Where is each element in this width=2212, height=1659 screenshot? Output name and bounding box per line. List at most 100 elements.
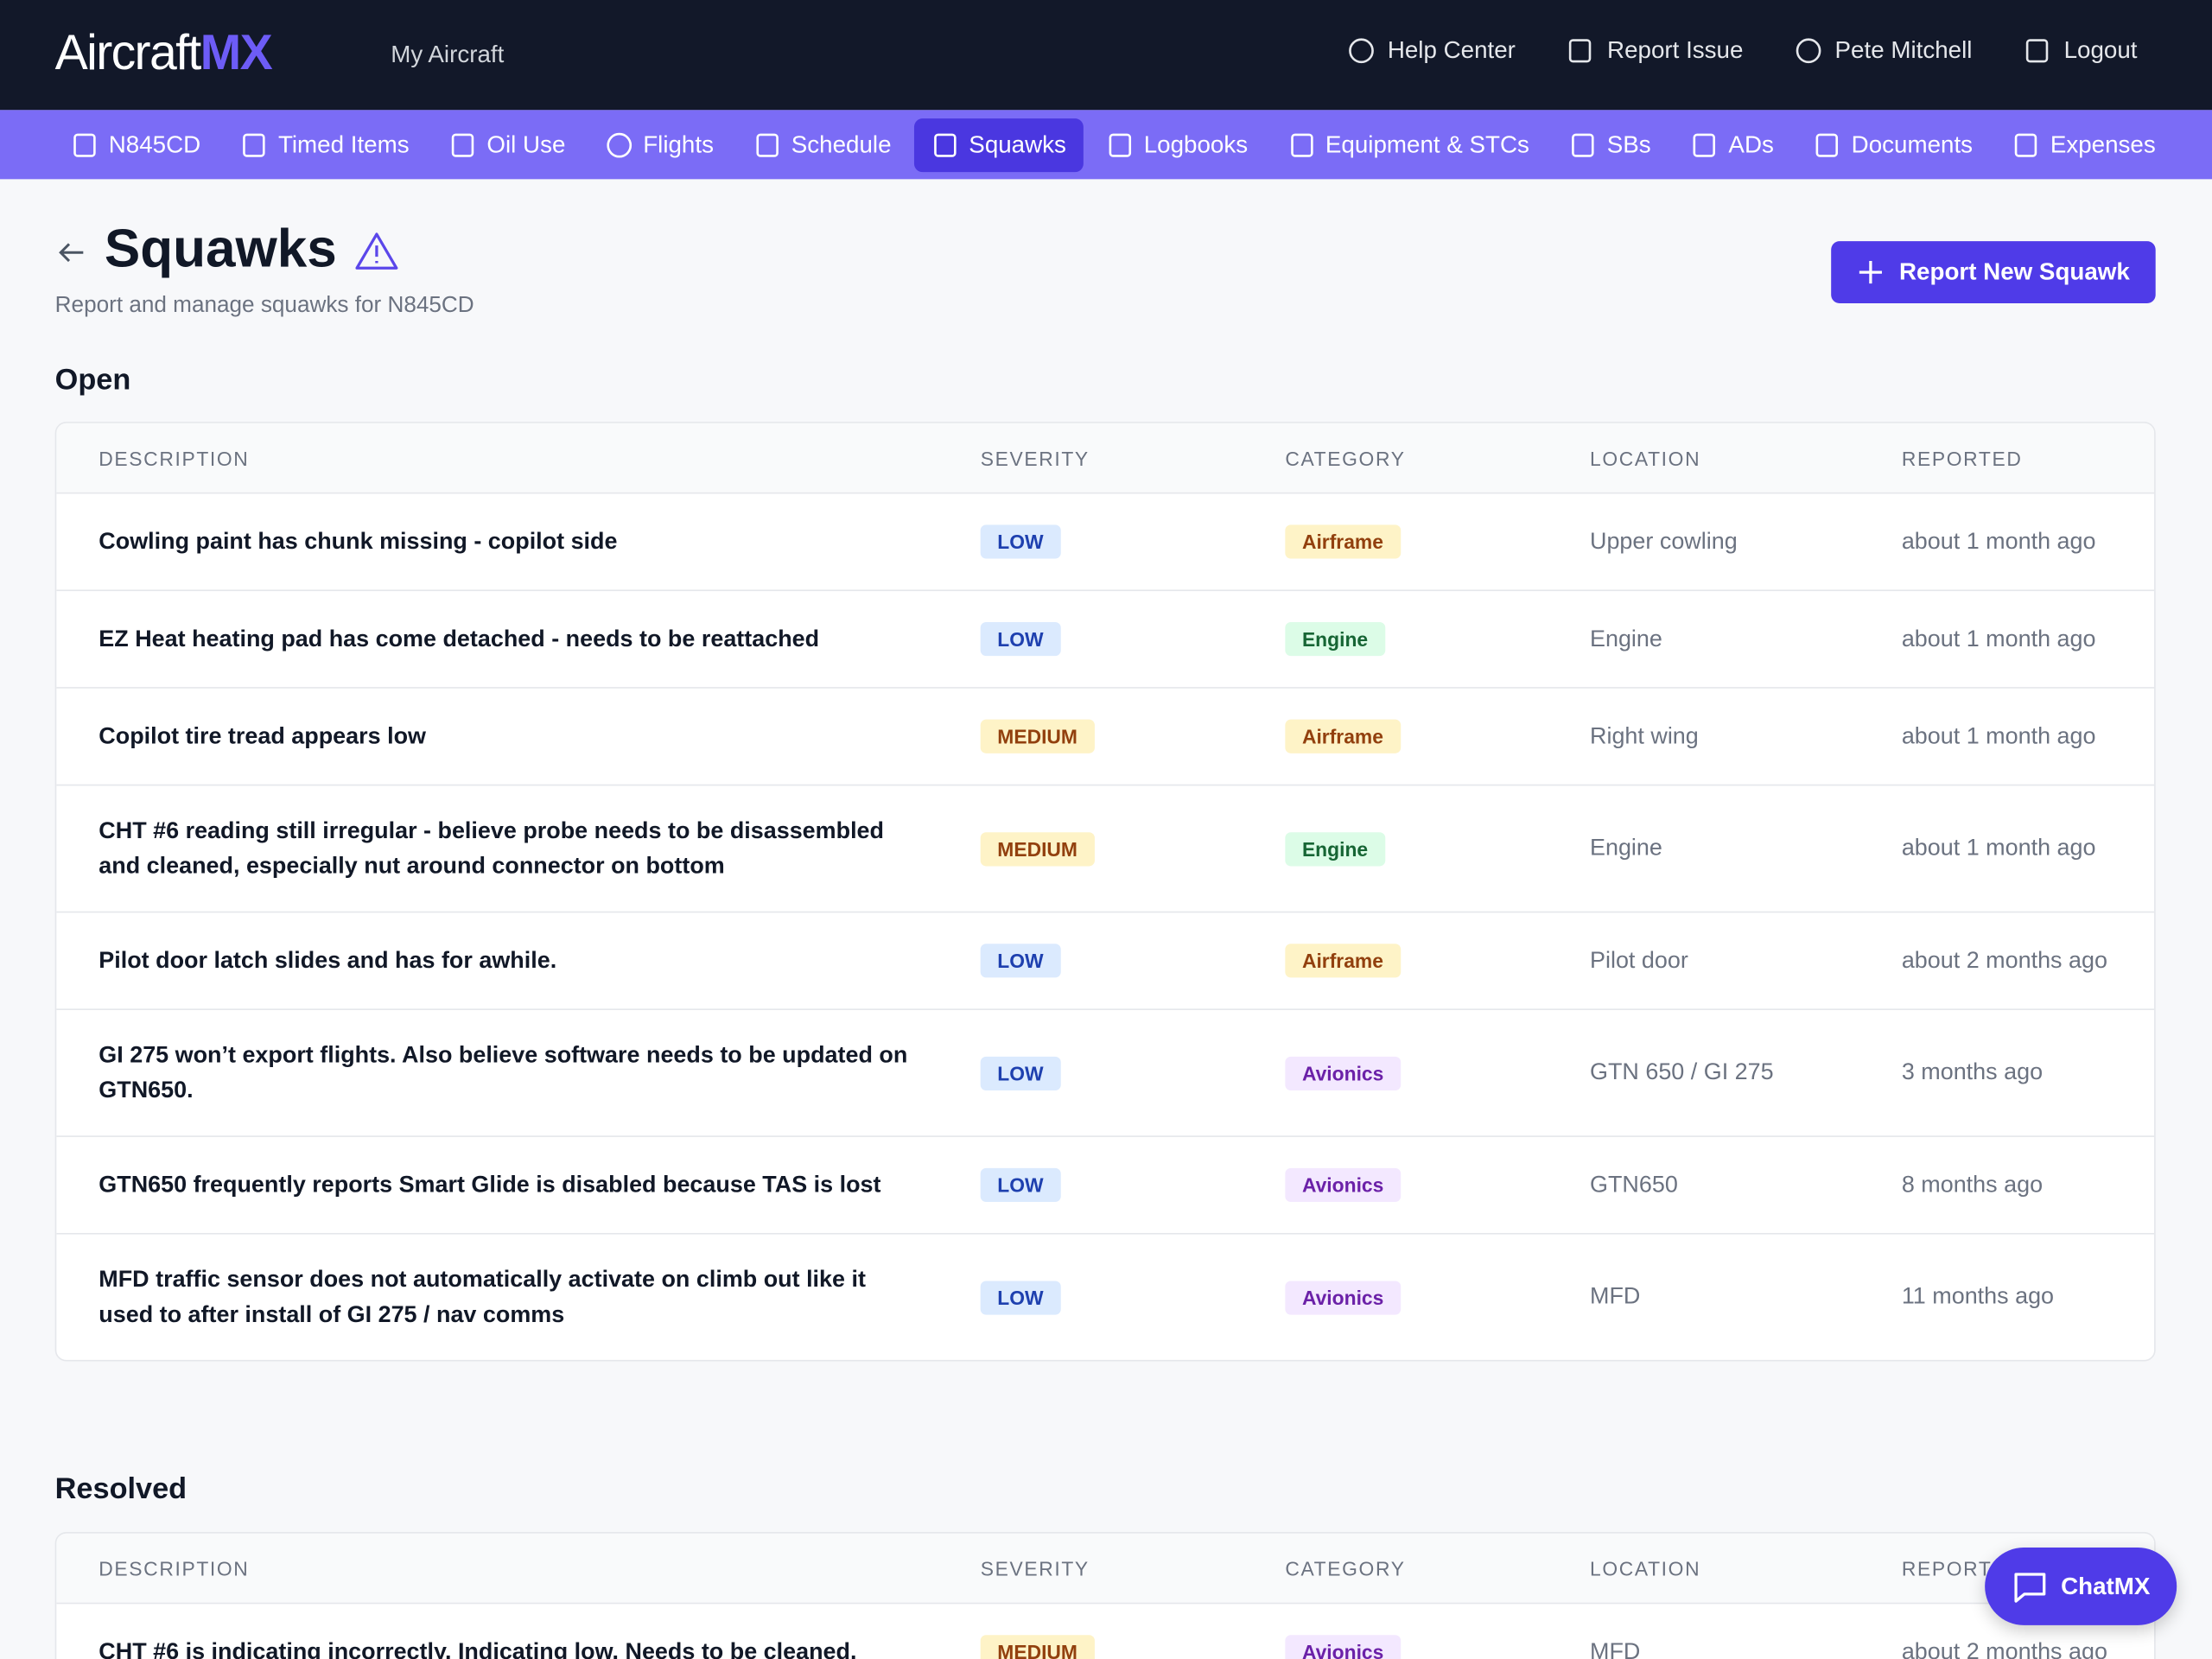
tab-label: Equipment & STCs [1325, 130, 1529, 158]
description: CHT #6 reading still irregular - believe… [99, 817, 885, 879]
plus-icon [1859, 261, 1883, 284]
tab[interactable]: Logbooks [1089, 118, 1265, 171]
column-header: REPORTED [1901, 446, 2023, 469]
reported: about 1 month ago [1901, 722, 2096, 749]
tab[interactable]: SBs [1552, 118, 1668, 171]
tab[interactable]: Schedule [736, 118, 908, 171]
header-link-label: Help Center [1387, 36, 1516, 64]
column-header: DESCRIPTION [99, 446, 250, 469]
header-link-label: Logout [2063, 36, 2138, 64]
table-row[interactable]: GI 275 won’t export flights. Also believ… [56, 1008, 2155, 1135]
description: MFD traffic sensor does not automaticall… [99, 1267, 866, 1327]
category-badge: Airframe [1285, 944, 1401, 978]
tab-label: ADs [1728, 130, 1774, 158]
icon [1572, 132, 1594, 156]
cell: Avionics [1285, 1280, 1590, 1314]
table: DESCRIPTION SEVERITY CATEGORY LOCATION REPOR… [54, 1532, 2156, 1659]
table-row[interactable]: Pilot door latch slides and has for awhi… [56, 911, 2155, 1009]
tab[interactable]: Oil Use [432, 118, 582, 171]
icon [1348, 38, 1374, 64]
severity-badge: LOW [980, 1280, 1061, 1314]
header-link-label: Report Issue [1607, 36, 1744, 64]
location: Right wing [1589, 722, 1699, 749]
warning-icon [354, 232, 397, 270]
reported: about 2 months ago [1901, 1638, 2107, 1659]
cell: Engine [1285, 831, 1590, 866]
tab[interactable]: ADs [1674, 118, 1791, 171]
location: Engine [1589, 835, 1662, 861]
cell: LOW [980, 944, 1286, 978]
icon [451, 132, 474, 156]
severity-badge: LOW [980, 524, 1061, 559]
table-row[interactable]: GTN650 frequently reports Smart Glide is… [56, 1135, 2155, 1233]
severity-badge: MEDIUM [980, 831, 1095, 866]
description: CHT #6 is indicating incorrectly. Indica… [99, 1638, 857, 1659]
column-header: SEVERITY [980, 446, 1090, 469]
reported: 11 months ago [1901, 1283, 2055, 1310]
tab-label: Squawks [969, 130, 1066, 158]
column-header: LOCATION [1589, 1556, 1701, 1580]
icon [1816, 132, 1839, 156]
icon [1796, 38, 1821, 64]
tab[interactable]: N845CD [54, 118, 218, 171]
page-title: Squawks [105, 220, 399, 281]
table-row[interactable]: Cowling paint has chunk missing - copilo… [56, 492, 2155, 590]
header-links: Help Center Report Issue Pete Mitchell Logo… [1346, 36, 2137, 65]
cell: MEDIUM [980, 1635, 1286, 1659]
header-link[interactable]: Pete Mitchell [1794, 36, 1972, 65]
title-text: Squawks [104, 219, 337, 280]
header-link[interactable]: Report Issue [1567, 36, 1744, 65]
reported: 8 months ago [1901, 1171, 2044, 1198]
severity-badge: LOW [980, 944, 1061, 978]
reported: about 1 month ago [1901, 528, 2096, 554]
cell: Airframe [1285, 524, 1590, 559]
cell: LOW [980, 1167, 1286, 1203]
tab[interactable]: Documents [1796, 118, 1990, 171]
header-link[interactable]: Help Center [1346, 36, 1516, 65]
logo[interactable]: AircraftMX [55, 25, 273, 81]
report-button[interactable]: Report New Squawk [1831, 241, 2156, 304]
cell: LOW [980, 1280, 1286, 1314]
reported: about 2 months ago [1901, 947, 2107, 973]
tab-label: Schedule [791, 130, 892, 158]
description: EZ Heat heating pad has come detached - … [99, 626, 820, 652]
tab[interactable]: Flights [588, 118, 731, 171]
table-header: DESCRIPTION SEVERITY CATEGORY LOCATION REPOR… [56, 423, 2155, 493]
cell: Airframe [1285, 719, 1590, 753]
chat-icon [2014, 1572, 2046, 1602]
description: Copilot tire tread appears low [99, 723, 427, 749]
cell: LOW [980, 622, 1286, 657]
back-button[interactable] [55, 236, 89, 270]
tab-label: Timed Items [277, 130, 410, 158]
header-link[interactable]: Logout [2023, 36, 2137, 65]
table-row[interactable]: MFD traffic sensor does not automaticall… [56, 1232, 2155, 1360]
category-badge: Airframe [1285, 719, 1401, 753]
location: GTN650 [1589, 1171, 1678, 1198]
tab[interactable]: Timed Items [223, 118, 426, 171]
tab[interactable]: Expenses [1995, 118, 2172, 171]
tab[interactable]: Equipment & STCs [1270, 118, 1546, 171]
tab-label: Flights [643, 130, 714, 158]
location: Upper cowling [1589, 528, 1738, 554]
tab-label: Oil Use [486, 130, 566, 158]
description: Pilot door latch slides and has for awhi… [99, 947, 557, 974]
column-header: CATEGORY [1285, 446, 1406, 469]
tab-label: SBs [1606, 130, 1651, 158]
description: Cowling paint has chunk missing - copilo… [99, 528, 618, 555]
table-row[interactable]: Copilot tire tread appears low MEDIUM Airf… [56, 687, 2155, 785]
cell: Engine [1285, 622, 1590, 657]
category-badge: Avionics [1285, 1056, 1401, 1090]
cell: Avionics [1285, 1056, 1590, 1090]
nav-link[interactable]: My Aircraft [391, 41, 505, 68]
tab[interactable]: Squawks [913, 118, 1084, 172]
table-row[interactable]: CHT #6 is indicating incorrectly. Indica… [56, 1602, 2155, 1659]
table-row[interactable]: CHT #6 reading still irregular - believe… [56, 784, 2155, 912]
chat-button[interactable]: ChatMX [1985, 1548, 2177, 1625]
cell: LOW [980, 1056, 1286, 1090]
category-badge: Avionics [1285, 1635, 1401, 1659]
icon [1109, 132, 1131, 156]
table-row[interactable]: EZ Heat heating pad has come detached - … [56, 589, 2155, 687]
severity-badge: LOW [980, 622, 1061, 657]
cell: MEDIUM [980, 719, 1286, 753]
cell: LOW [980, 524, 1286, 559]
